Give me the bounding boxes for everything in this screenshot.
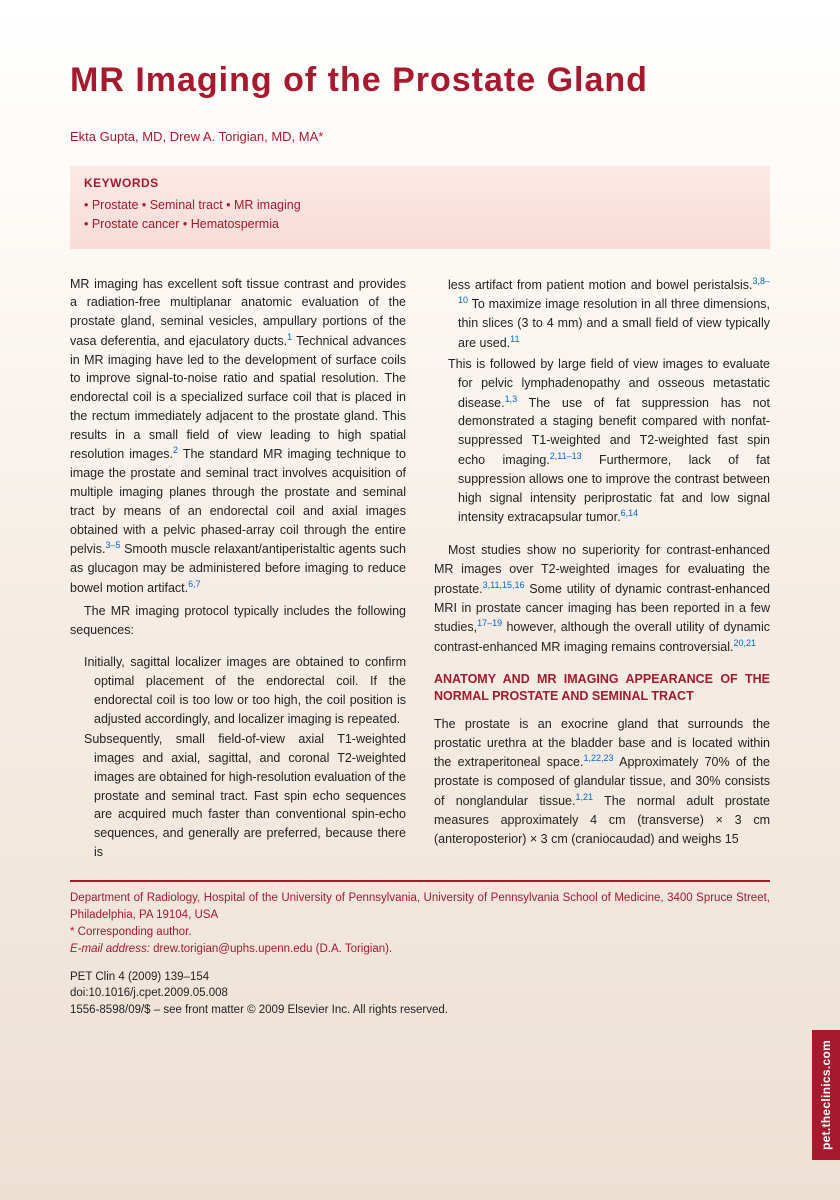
doi: doi:10.1016/j.cpet.2009.05.008: [70, 985, 770, 1002]
paragraph: The prostate is an exocrine gland that s…: [434, 715, 770, 849]
citation[interactable]: 2,11–13: [550, 451, 582, 461]
article-title: MR Imaging of the Prostate Gland: [70, 60, 770, 101]
affiliation: Department of Radiology, Hospital of the…: [70, 890, 770, 925]
side-tab[interactable]: pet.theclinics.com: [812, 1030, 840, 1160]
author-line: Ekta Gupta, MD, Drew A. Torigian, MD, MA…: [70, 129, 770, 144]
journal-ref: PET Clin 4 (2009) 139–154: [70, 969, 770, 986]
column-left: MR imaging has excellent soft tissue con…: [70, 275, 406, 864]
keywords-box: KEYWORDS • Prostate • Seminal tract • MR…: [70, 166, 770, 249]
list-item: less artifact from patient motion and bo…: [434, 275, 770, 353]
side-tab-label: pet.theclinics.com: [819, 1040, 833, 1150]
paragraph: MR imaging has excellent soft tissue con…: [70, 275, 406, 598]
corresponding-note: * Corresponding author.: [70, 924, 770, 941]
keywords-line: • Prostate • Seminal tract • MR imaging: [84, 196, 756, 215]
citation[interactable]: 3–5: [105, 540, 120, 550]
footer-rule: [70, 880, 770, 882]
email-line: E-mail address: drew.torigian@uphs.upenn…: [70, 941, 770, 958]
copyright: 1556-8598/09/$ – see front matter © 2009…: [70, 1002, 770, 1019]
citation[interactable]: 6,7: [188, 579, 201, 589]
citation[interactable]: 6,14: [621, 508, 639, 518]
paragraph: Most studies show no superiority for con…: [434, 541, 770, 657]
keywords-line: • Prostate cancer • Hematospermia: [84, 215, 756, 234]
citation[interactable]: 1,21: [575, 792, 593, 802]
column-right: less artifact from patient motion and bo…: [434, 275, 770, 864]
paragraph: The MR imaging protocol typically includ…: [70, 602, 406, 640]
citation[interactable]: 17–19: [477, 618, 502, 628]
citation[interactable]: 11: [510, 334, 519, 344]
citation[interactable]: 3,11,15,16: [483, 580, 525, 590]
journal-meta: PET Clin 4 (2009) 139–154 doi:10.1016/j.…: [70, 969, 770, 1019]
citation[interactable]: 20,21: [733, 638, 756, 648]
list-item: Subsequently, small field-of-view axial …: [70, 730, 406, 861]
list-item: Initially, sagittal localizer images are…: [70, 653, 406, 728]
list-item: This is followed by large field of view …: [434, 355, 770, 527]
section-heading: ANATOMY AND MR IMAGING APPEARANCE OF THE…: [434, 671, 770, 705]
keywords-label: KEYWORDS: [84, 176, 756, 190]
keywords-list: • Prostate • Seminal tract • MR imaging …: [84, 196, 756, 235]
citation[interactable]: 1,3: [505, 394, 518, 404]
footer-block: Department of Radiology, Hospital of the…: [70, 890, 770, 959]
body-columns: MR imaging has excellent soft tissue con…: [70, 275, 770, 864]
citation[interactable]: 1,22,23: [583, 753, 613, 763]
